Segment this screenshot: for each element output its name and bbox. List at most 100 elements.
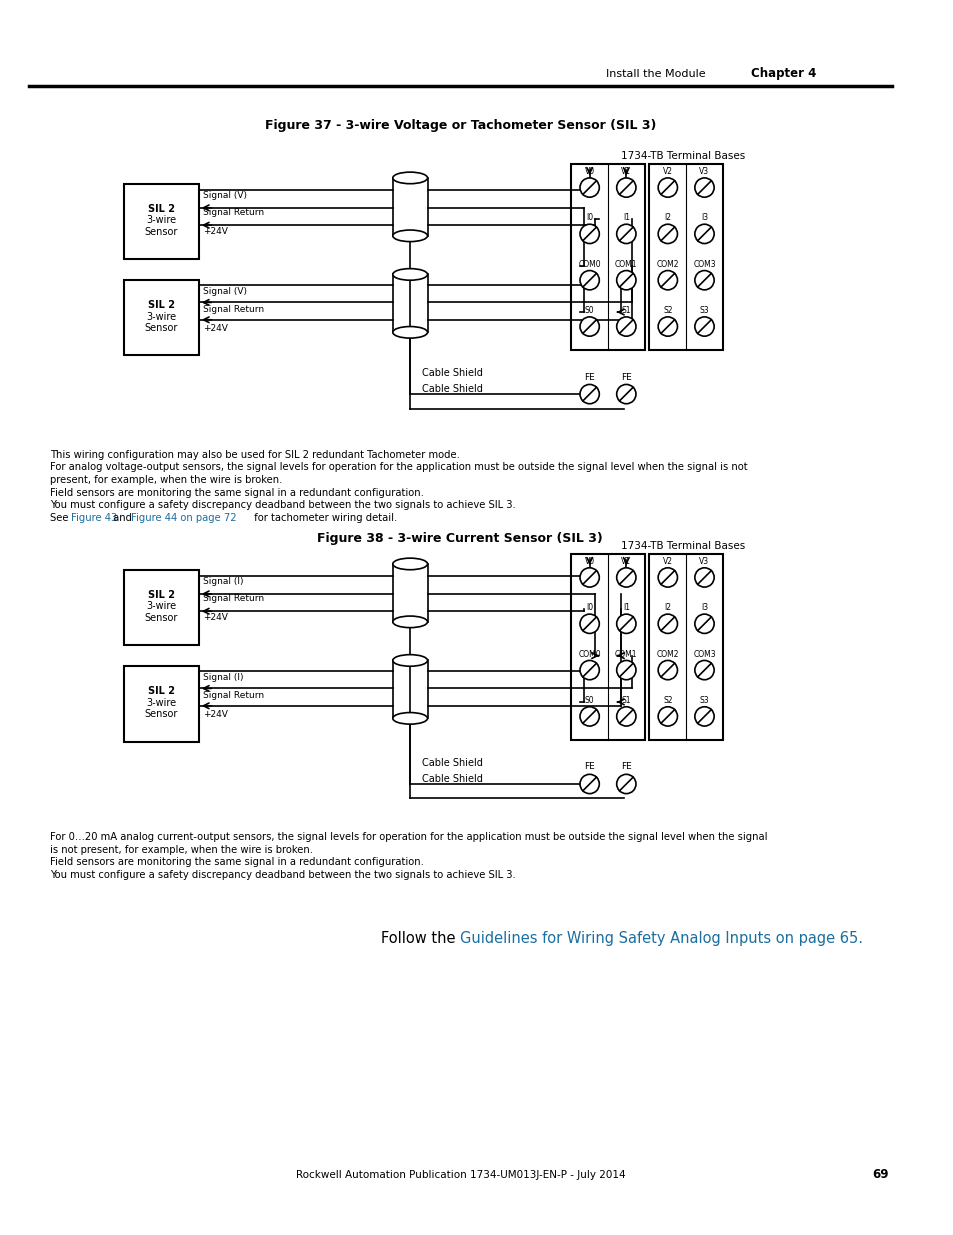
Text: Signal Return: Signal Return bbox=[202, 690, 264, 700]
Text: This wiring configuration may also be used for SIL 2 redundant Tachometer mode.: This wiring configuration may also be us… bbox=[51, 450, 459, 459]
Circle shape bbox=[616, 270, 636, 290]
Text: For 0…20 mA analog current-output sensors, the signal levels for operation for t: For 0…20 mA analog current-output sensor… bbox=[51, 832, 767, 842]
Circle shape bbox=[616, 178, 636, 198]
Text: For analog voltage-output sensors, the signal levels for operation for the appli: For analog voltage-output sensors, the s… bbox=[51, 462, 747, 473]
Bar bbox=[571, 555, 644, 740]
Bar bbox=[123, 280, 198, 356]
Text: S1: S1 bbox=[621, 695, 631, 705]
Ellipse shape bbox=[393, 230, 427, 242]
Circle shape bbox=[694, 568, 714, 587]
Bar bbox=[649, 555, 722, 740]
Text: Figure 38 - 3-wire Current Sensor (SIL 3): Figure 38 - 3-wire Current Sensor (SIL 3… bbox=[317, 532, 602, 546]
Text: I0: I0 bbox=[585, 214, 593, 222]
Text: Signal (V): Signal (V) bbox=[202, 190, 247, 200]
Text: You must configure a safety discrepancy deadband between the two signals to achi: You must configure a safety discrepancy … bbox=[51, 500, 516, 510]
Bar bbox=[393, 274, 427, 332]
Circle shape bbox=[694, 614, 714, 634]
Text: COM3: COM3 bbox=[693, 650, 715, 658]
Text: SIL 2: SIL 2 bbox=[148, 687, 174, 697]
Circle shape bbox=[616, 384, 636, 404]
Ellipse shape bbox=[393, 655, 427, 666]
Text: See: See bbox=[51, 513, 71, 522]
Circle shape bbox=[658, 661, 677, 679]
Text: FE: FE bbox=[583, 373, 595, 382]
Circle shape bbox=[616, 774, 636, 794]
Text: 1734-TB Terminal Bases: 1734-TB Terminal Bases bbox=[620, 541, 744, 551]
Circle shape bbox=[579, 225, 598, 243]
Circle shape bbox=[694, 225, 714, 243]
Text: You must configure a safety discrepancy deadband between the two signals to achi: You must configure a safety discrepancy … bbox=[51, 869, 516, 879]
Text: V3: V3 bbox=[699, 167, 709, 175]
Text: Signal Return: Signal Return bbox=[202, 305, 264, 314]
Ellipse shape bbox=[393, 326, 427, 338]
Text: Sensor: Sensor bbox=[144, 709, 177, 720]
Text: S3: S3 bbox=[699, 306, 709, 315]
Text: Signal (V): Signal (V) bbox=[202, 288, 247, 296]
Text: Cable Shield: Cable Shield bbox=[421, 384, 482, 394]
Text: COM3: COM3 bbox=[693, 259, 715, 269]
Text: Chapter 4: Chapter 4 bbox=[750, 67, 816, 80]
Bar bbox=[123, 569, 198, 645]
Text: Signal Return: Signal Return bbox=[202, 209, 264, 217]
Text: SIL 2: SIL 2 bbox=[148, 590, 174, 600]
Circle shape bbox=[694, 661, 714, 679]
Circle shape bbox=[658, 568, 677, 587]
Ellipse shape bbox=[393, 269, 427, 280]
Text: S1: S1 bbox=[621, 306, 631, 315]
Text: V2: V2 bbox=[662, 167, 672, 175]
Text: V0: V0 bbox=[584, 557, 594, 566]
Circle shape bbox=[616, 706, 636, 726]
Text: FE: FE bbox=[583, 762, 595, 772]
Ellipse shape bbox=[393, 558, 427, 569]
Text: Field sensors are monitoring the same signal in a redundant configuration.: Field sensors are monitoring the same si… bbox=[51, 857, 424, 867]
Text: Install the Module: Install the Module bbox=[605, 69, 705, 79]
Text: S2: S2 bbox=[662, 695, 672, 705]
Circle shape bbox=[579, 178, 598, 198]
Text: Figure 37 - 3-wire Voltage or Tachometer Sensor (SIL 3): Figure 37 - 3-wire Voltage or Tachometer… bbox=[264, 120, 656, 132]
Circle shape bbox=[579, 661, 598, 679]
Text: and: and bbox=[110, 513, 135, 522]
Text: I2: I2 bbox=[663, 603, 671, 613]
Ellipse shape bbox=[393, 713, 427, 724]
Text: FE: FE bbox=[620, 762, 631, 772]
Text: COM1: COM1 bbox=[615, 650, 637, 658]
Text: Sensor: Sensor bbox=[144, 324, 177, 333]
Text: 3-wire: 3-wire bbox=[146, 698, 176, 708]
Text: SIL 2: SIL 2 bbox=[148, 204, 174, 214]
Text: S0: S0 bbox=[584, 695, 594, 705]
Bar bbox=[571, 164, 644, 350]
Text: 69: 69 bbox=[871, 1168, 887, 1182]
Text: I2: I2 bbox=[663, 214, 671, 222]
Circle shape bbox=[658, 178, 677, 198]
Text: 3-wire: 3-wire bbox=[146, 215, 176, 225]
Text: V1: V1 bbox=[620, 557, 631, 566]
Text: S3: S3 bbox=[699, 695, 709, 705]
Circle shape bbox=[579, 706, 598, 726]
Text: Cable Shield: Cable Shield bbox=[421, 368, 482, 378]
Bar bbox=[393, 564, 427, 622]
Text: is not present, for example, when the wire is broken.: is not present, for example, when the wi… bbox=[51, 845, 313, 855]
Circle shape bbox=[579, 384, 598, 404]
Circle shape bbox=[694, 270, 714, 290]
Text: V0: V0 bbox=[584, 167, 594, 175]
Text: Figure 44 on page 72: Figure 44 on page 72 bbox=[132, 513, 236, 522]
Text: +24V: +24V bbox=[202, 710, 228, 719]
Text: Follow the: Follow the bbox=[381, 931, 460, 946]
Circle shape bbox=[616, 614, 636, 634]
Circle shape bbox=[658, 614, 677, 634]
Text: Figure 43: Figure 43 bbox=[71, 513, 117, 522]
Ellipse shape bbox=[393, 172, 427, 184]
Bar bbox=[123, 666, 198, 741]
Text: 3-wire: 3-wire bbox=[146, 312, 176, 322]
Circle shape bbox=[579, 270, 598, 290]
Bar bbox=[649, 164, 722, 350]
Text: V2: V2 bbox=[662, 557, 672, 566]
Circle shape bbox=[658, 270, 677, 290]
Text: Signal (I): Signal (I) bbox=[202, 577, 243, 585]
Text: I3: I3 bbox=[700, 214, 707, 222]
Text: FE: FE bbox=[620, 373, 631, 382]
Circle shape bbox=[579, 614, 598, 634]
Circle shape bbox=[694, 178, 714, 198]
Text: I0: I0 bbox=[585, 603, 593, 613]
Circle shape bbox=[616, 661, 636, 679]
